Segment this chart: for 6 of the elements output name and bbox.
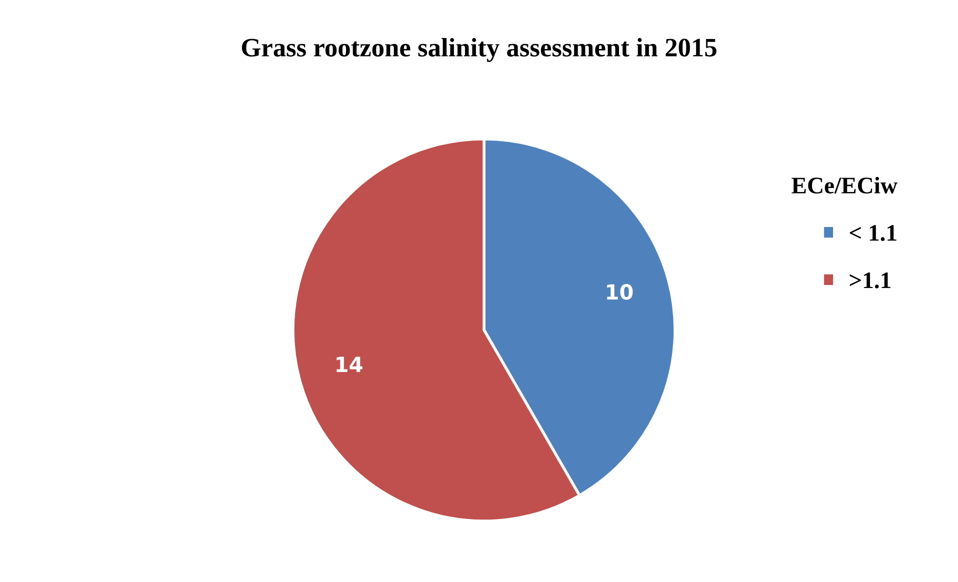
chart-title: Grass rootzone salinity assessment in 2015 <box>242 38 716 62</box>
legend-label: >1.1 <box>850 272 890 288</box>
legend-label: < 1.1 <box>850 225 896 242</box>
data-label: 14 <box>336 356 362 372</box>
data-label: 10 <box>607 284 633 300</box>
legend-title: ECe/ECiw <box>792 176 898 194</box>
